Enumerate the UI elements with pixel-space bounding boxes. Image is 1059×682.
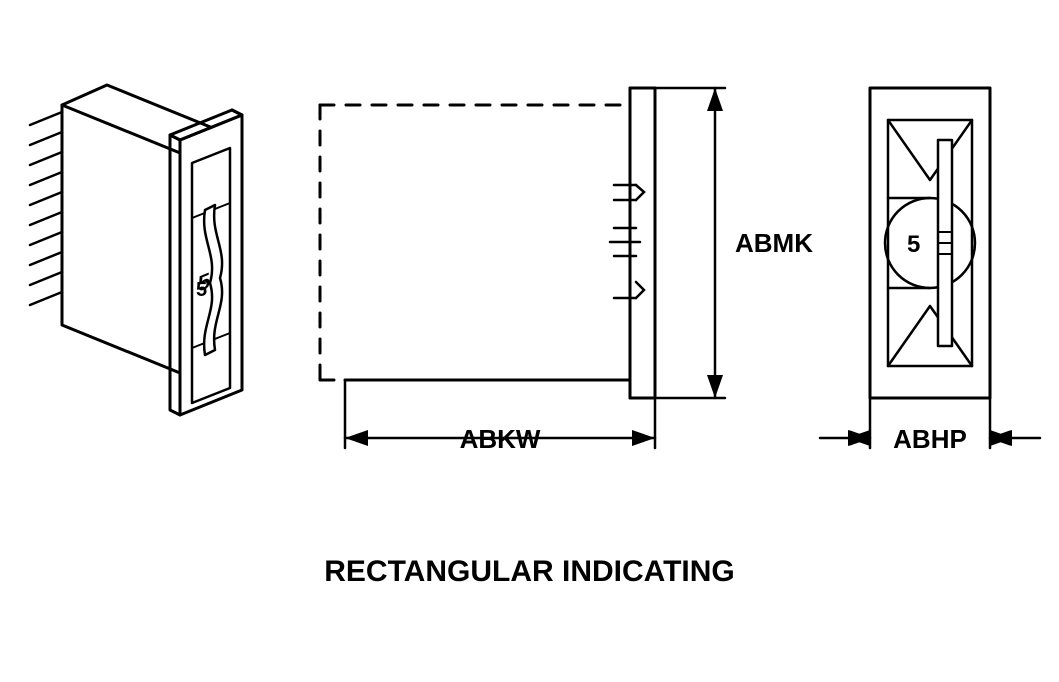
iso-digit-plain: 5 [196, 279, 207, 301]
dim-label-abhp: ABHP [893, 424, 967, 454]
dim-label-abkw: ABKW [460, 424, 541, 454]
isometric-view: 5 [30, 85, 242, 415]
side-view [320, 88, 725, 448]
front-view [820, 88, 1040, 448]
dim-label-abmk: ABMK [735, 228, 813, 258]
diagram-title: RECTANGULAR INDICATING [0, 555, 1059, 589]
front-digit: 5 [907, 231, 920, 258]
